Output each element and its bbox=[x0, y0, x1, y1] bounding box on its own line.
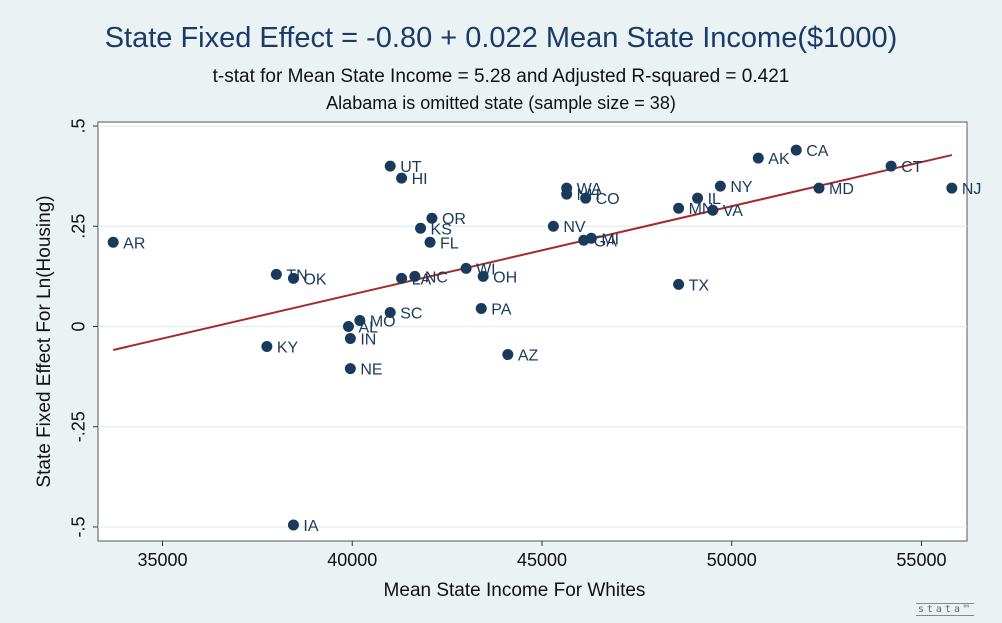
point-al bbox=[342, 320, 354, 332]
point-tx bbox=[673, 278, 685, 290]
x-tick-label: 35000 bbox=[137, 550, 187, 570]
point-label-mn: MN bbox=[689, 201, 714, 218]
point-label-md: MD bbox=[829, 181, 854, 198]
x-axis-label: Mean State Income For Whites bbox=[384, 580, 646, 601]
point-label-ar: AR bbox=[123, 235, 145, 252]
point-in bbox=[344, 333, 356, 345]
point-label-ne: NE bbox=[360, 362, 382, 379]
point-label-tx: TX bbox=[689, 277, 710, 294]
point-label-ky: KY bbox=[277, 340, 299, 357]
point-label-nj: NJ bbox=[962, 181, 982, 198]
point-label-ok: OK bbox=[303, 271, 326, 288]
x-tick-label: 55000 bbox=[896, 550, 946, 570]
chart-subtitle-2: Alabama is omitted state (sample size = … bbox=[326, 93, 676, 113]
point-md bbox=[813, 182, 825, 194]
y-tick-label: 0 bbox=[69, 321, 89, 331]
point-label-sc: SC bbox=[400, 305, 422, 322]
x-tick-label: 45000 bbox=[517, 550, 567, 570]
point-oh bbox=[477, 270, 489, 282]
point-ny bbox=[714, 180, 726, 192]
point-il bbox=[692, 192, 704, 204]
point-label-ks: KS bbox=[431, 221, 452, 238]
y-tick-label: .5 bbox=[69, 119, 89, 134]
point-ar bbox=[107, 236, 119, 248]
point-mn bbox=[673, 202, 685, 214]
point-nv bbox=[547, 220, 559, 232]
point-ks bbox=[415, 222, 427, 234]
point-nc bbox=[409, 270, 421, 282]
point-or bbox=[426, 212, 438, 224]
point-la bbox=[396, 272, 408, 284]
point-pa bbox=[475, 302, 487, 314]
point-wi bbox=[460, 262, 472, 274]
chart-title: State Fixed Effect = -0.80 + 0.022 Mean … bbox=[104, 22, 898, 54]
point-sc bbox=[384, 306, 396, 318]
point-label-pa: PA bbox=[491, 301, 511, 318]
point-label-nc: NC bbox=[425, 269, 448, 286]
point-nj bbox=[946, 182, 958, 194]
point-label-hi: HI bbox=[412, 171, 428, 188]
point-az bbox=[502, 349, 514, 361]
chart-subtitle: t-stat for Mean State Income = 5.28 and … bbox=[212, 66, 790, 87]
point-label-al: AL bbox=[358, 319, 378, 336]
point-label-ak: AK bbox=[768, 151, 790, 168]
point-label-ga: GA bbox=[594, 233, 617, 250]
point-label-or: OR bbox=[442, 211, 466, 228]
point-label-nv: NV bbox=[563, 219, 586, 236]
point-label-ct: CT bbox=[901, 159, 923, 176]
point-label-va: VA bbox=[723, 203, 743, 220]
point-ca bbox=[790, 144, 802, 156]
point-ak bbox=[752, 152, 764, 164]
point-fl bbox=[424, 236, 436, 248]
point-ct bbox=[885, 160, 897, 172]
point-label-ut: UT bbox=[400, 159, 422, 176]
point-nh bbox=[561, 188, 573, 200]
point-label-ca: CA bbox=[806, 143, 829, 160]
point-ut bbox=[384, 160, 396, 172]
x-tick-label: 50000 bbox=[707, 550, 757, 570]
x-tick-label: 40000 bbox=[327, 550, 377, 570]
point-ne bbox=[344, 363, 356, 375]
fit-line bbox=[112, 154, 953, 351]
point-ia bbox=[287, 519, 299, 531]
point-label-il: IL bbox=[708, 191, 721, 208]
y-tick-label: .25 bbox=[69, 214, 89, 239]
point-label-fl: FL bbox=[440, 235, 459, 252]
point-label-ia: IA bbox=[303, 518, 318, 535]
point-ga bbox=[578, 234, 590, 246]
point-mo bbox=[354, 314, 366, 326]
point-ky bbox=[261, 341, 273, 353]
point-va bbox=[707, 204, 719, 216]
point-label-mo: MO bbox=[370, 313, 396, 330]
point-label-oh: OH bbox=[493, 269, 517, 286]
stata-logo: stata™ bbox=[915, 603, 974, 616]
y-axis-label: State Fixed Effect For Ln(Housing) bbox=[34, 195, 55, 487]
y-tick-label: -.5 bbox=[69, 516, 89, 537]
point-label-mi: MI bbox=[601, 231, 619, 248]
point-hi bbox=[396, 172, 408, 184]
y-tick-label: -.25 bbox=[69, 411, 89, 442]
point-tn bbox=[270, 268, 282, 280]
point-label-ny: NY bbox=[730, 179, 753, 196]
point-label-az: AZ bbox=[518, 348, 539, 365]
point-label-co: CO bbox=[596, 191, 620, 208]
point-label-in: IN bbox=[360, 332, 376, 349]
point-co bbox=[580, 192, 592, 204]
point-ok bbox=[287, 272, 299, 284]
